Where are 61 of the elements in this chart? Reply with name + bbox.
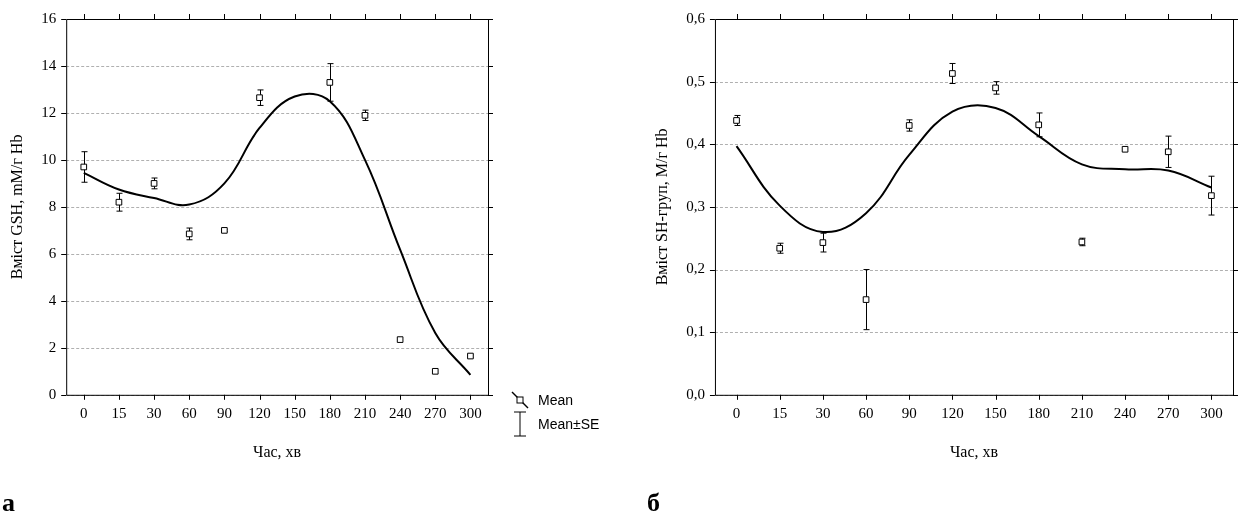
x-axis-title: Час, хв [253,442,302,460]
y-tick-label: 8 [48,197,57,214]
point [326,79,334,86]
point [396,336,404,343]
y-tick-label: 0 [48,385,57,402]
y-tick-label: 6 [48,244,57,261]
x-tick-label: 270 [424,404,447,421]
x-tick-label: 30 [815,404,831,421]
point [115,198,123,206]
x-tick-label: 0 [80,404,88,421]
x-tick-label: 0 [732,404,741,421]
point [256,94,263,102]
text: б [647,488,660,518]
x-tick-label: 240 [1113,404,1137,421]
y-tick-label: 14 [41,56,57,73]
x-tick-label: 60 [858,404,874,421]
x-tick-label: 180 [1027,404,1050,421]
x-tick-label: 60 [181,404,197,421]
point [819,239,827,246]
y-tick-label: 0,6 [686,9,706,26]
y-tick-label: 4 [48,291,57,308]
x-tick-label: 90 [216,404,232,421]
x-tick-label: 150 [283,404,306,421]
y-tick-label: 0,2 [686,260,705,277]
point [862,296,870,303]
y-axis-title: Вміст SH-груп, M/г Hb [652,128,671,286]
legend-label: Mean [538,392,574,408]
x-tick-label: 270 [1156,404,1180,421]
point [1208,192,1215,199]
point [431,367,439,375]
text: а [2,488,15,518]
x-tick-label: 90 [901,404,917,421]
x-axis-title: Час, хв [949,442,999,460]
y-tick-label: 0,3 [686,197,705,214]
point [1121,145,1129,153]
y-tick-label: 0,4 [686,135,706,152]
x-tick-label: 15 [772,404,788,421]
x-tick-label: 210 [1070,404,1094,421]
point [80,163,88,171]
y-tick-label: 0,5 [686,72,705,89]
x-tick-label: 210 [353,404,377,421]
x-tick-label: 120 [248,404,271,421]
y-tick-label: 2 [48,338,57,355]
point [1164,148,1172,156]
y-tick-label: 10 [41,150,57,167]
y-tick-label: 12 [41,103,57,120]
x-tick-label: 30 [146,404,162,421]
text: Mean±SE [538,416,600,432]
x-tick-label: 240 [388,404,412,421]
x-tick-label: 180 [318,404,342,421]
y-tick-label: 0,1 [686,323,705,340]
y-tick-label: 0,0 [686,385,705,402]
x-tick-label: 120 [941,404,964,421]
x-tick-label: 15 [111,404,127,421]
y-axis-title: Вміст GSH, mM/г Hb [7,134,25,280]
x-tick-label: 300 [1200,404,1223,421]
y-tick-label: 16 [41,9,57,26]
point [949,70,956,77]
point [1035,121,1043,129]
x-tick-label: 150 [984,404,1007,421]
x-tick-label: 300 [459,404,482,421]
